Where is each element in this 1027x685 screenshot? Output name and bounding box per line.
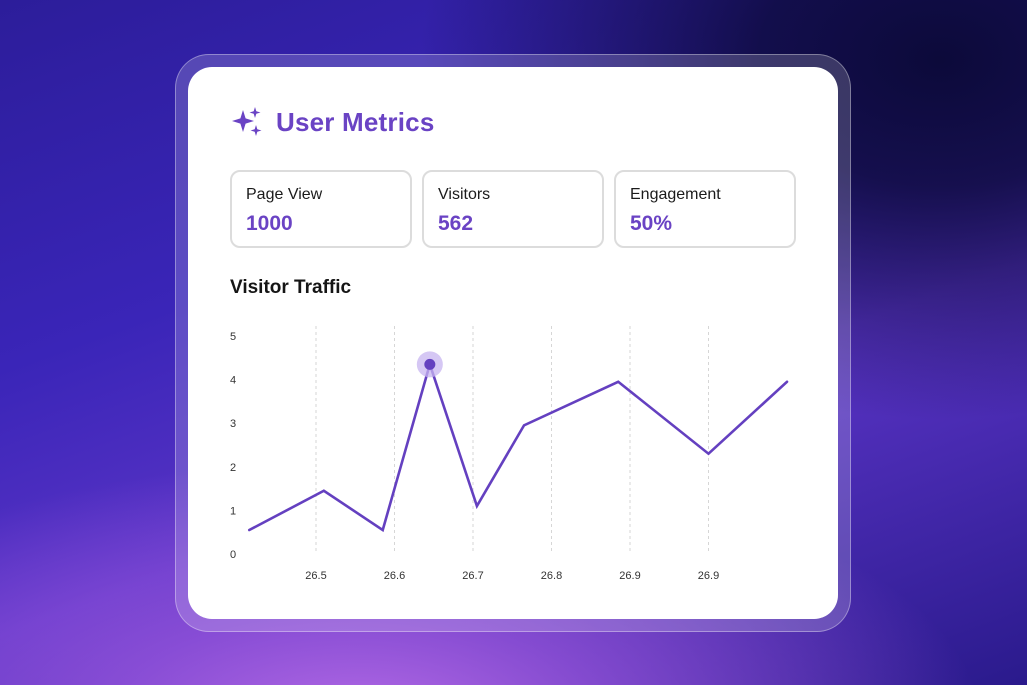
metrics-card: User Metrics Page View 1000 Visitors 562… bbox=[188, 67, 838, 619]
x-tick-label: 26.6 bbox=[384, 570, 405, 582]
y-tick-label: 5 bbox=[230, 331, 236, 343]
y-tick-label: 3 bbox=[230, 418, 236, 430]
stat-label: Engagement bbox=[630, 186, 721, 203]
x-tick-label: 26.8 bbox=[541, 570, 562, 582]
card-header: User Metrics bbox=[230, 105, 434, 139]
page-title: User Metrics bbox=[276, 106, 435, 137]
stat-card-engagement: Engagement 50% bbox=[614, 170, 796, 248]
visitor-traffic-chart: 26.5 26.6 26.7 26.8 26.9 26.9 0 1 2 3 4 5 bbox=[230, 326, 789, 582]
stat-label: Page View bbox=[246, 186, 323, 203]
highlight-point bbox=[424, 358, 436, 370]
stat-label: Visitors bbox=[438, 186, 491, 203]
stat-value: 50% bbox=[630, 212, 673, 235]
x-tick-label: 26.9 bbox=[619, 570, 640, 582]
stat-card-visitors: Visitors 562 bbox=[422, 170, 604, 248]
y-tick-label: 2 bbox=[230, 462, 236, 474]
sparkle-icon bbox=[232, 107, 262, 136]
stat-value: 1000 bbox=[246, 212, 293, 235]
x-tick-label: 26.9 bbox=[698, 570, 719, 582]
y-tick-label: 0 bbox=[230, 549, 236, 561]
x-tick-label: 26.5 bbox=[305, 570, 326, 582]
series-line bbox=[247, 359, 789, 533]
stat-card-page-view: Page View 1000 bbox=[230, 170, 412, 248]
stat-value: 562 bbox=[438, 212, 474, 235]
chart-title: Visitor Traffic bbox=[230, 277, 352, 298]
y-tick-label: 1 bbox=[230, 505, 236, 517]
x-tick-label: 26.7 bbox=[462, 570, 483, 582]
y-tick-label: 4 bbox=[230, 375, 236, 387]
